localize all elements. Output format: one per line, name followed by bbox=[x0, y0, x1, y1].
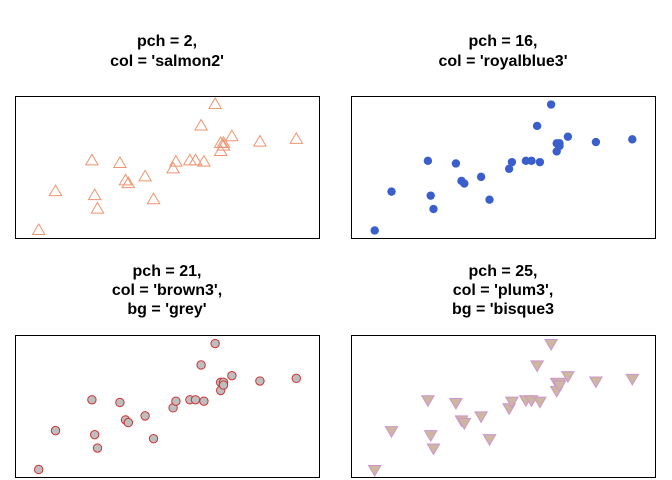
data-point bbox=[255, 376, 265, 386]
panel-3-title-line-1: pch = 21, bbox=[133, 263, 202, 280]
data-point bbox=[216, 138, 231, 151]
panel-4-plot-box bbox=[351, 335, 656, 478]
data-point bbox=[504, 396, 519, 409]
data-point bbox=[532, 121, 542, 131]
data-point bbox=[474, 411, 489, 424]
data-point bbox=[148, 433, 159, 444]
data-point bbox=[210, 338, 220, 349]
data-point bbox=[625, 373, 640, 386]
panel-2-title-line-2: col = 'royalblue3' bbox=[439, 53, 568, 70]
panel-1-title-line-2: col = 'salmon2' bbox=[110, 53, 224, 70]
data-point bbox=[485, 195, 494, 204]
data-point bbox=[168, 154, 183, 167]
data-point bbox=[90, 429, 100, 440]
data-point bbox=[92, 443, 103, 453]
data-point bbox=[84, 153, 99, 166]
data-point bbox=[420, 395, 435, 408]
data-point bbox=[448, 397, 463, 410]
data-point bbox=[115, 397, 125, 408]
data-point bbox=[140, 411, 150, 421]
panel-1-title-line-1: pch = 2, bbox=[137, 33, 197, 50]
panel-4: pch = 25, col = 'plum3', bg = 'bisque3 bbox=[351, 263, 656, 478]
data-point bbox=[291, 373, 301, 384]
panel-4-points bbox=[367, 338, 640, 477]
data-point bbox=[118, 173, 133, 186]
panel-4-title-line-2: col = 'plum3', bbox=[453, 282, 554, 299]
data-point bbox=[370, 226, 379, 235]
panel-1: pch = 2, col = 'salmon2' bbox=[15, 33, 320, 239]
data-point bbox=[451, 159, 461, 168]
data-point bbox=[87, 395, 97, 405]
data-point bbox=[527, 156, 536, 165]
data-point bbox=[460, 179, 469, 188]
data-point bbox=[121, 176, 136, 189]
data-point bbox=[530, 360, 545, 373]
panel-3-title-line-3: bg = 'grey' bbox=[127, 301, 206, 318]
data-point bbox=[544, 338, 559, 352]
data-point bbox=[384, 426, 399, 439]
data-point bbox=[591, 137, 601, 147]
data-point bbox=[208, 97, 223, 110]
data-point bbox=[423, 430, 438, 443]
panel-3-plot-box bbox=[15, 335, 320, 478]
data-point bbox=[188, 153, 203, 166]
data-point bbox=[194, 118, 209, 131]
panel-4-title-line-3: bg = 'bisque3 bbox=[452, 301, 554, 318]
data-point bbox=[387, 187, 396, 196]
data-point bbox=[563, 132, 573, 141]
data-point bbox=[123, 417, 134, 428]
data-point bbox=[426, 443, 441, 456]
data-point bbox=[457, 418, 472, 431]
data-point bbox=[190, 395, 201, 405]
data-point bbox=[171, 396, 181, 406]
data-point bbox=[196, 154, 211, 167]
data-point bbox=[423, 156, 433, 165]
data-point bbox=[552, 380, 567, 393]
data-point bbox=[507, 157, 517, 167]
data-point bbox=[532, 396, 547, 409]
data-point bbox=[166, 161, 181, 174]
data-point bbox=[48, 184, 63, 197]
data-point bbox=[504, 164, 514, 174]
data-point bbox=[216, 135, 231, 148]
data-point bbox=[560, 371, 575, 384]
data-point bbox=[289, 131, 304, 144]
data-point bbox=[482, 434, 497, 447]
panel-2: pch = 16, col = 'royalblue3' bbox=[351, 33, 656, 239]
data-point bbox=[535, 157, 545, 167]
data-point bbox=[218, 380, 229, 390]
panel-3-points bbox=[34, 338, 301, 475]
panel-4-title-line-1: pch = 25, bbox=[469, 263, 538, 280]
data-point bbox=[34, 464, 44, 475]
panel-1-points bbox=[31, 97, 304, 236]
panel-3: pch = 21, col = 'brown3', bg = 'grey' bbox=[15, 263, 320, 478]
data-point bbox=[628, 135, 637, 144]
data-point bbox=[146, 192, 161, 205]
data-point bbox=[588, 376, 603, 389]
panel-3-title-line-2: col = 'brown3', bbox=[112, 282, 222, 299]
data-point bbox=[31, 222, 46, 236]
panel-1-plot-box bbox=[15, 96, 320, 239]
data-point bbox=[429, 204, 438, 214]
data-point bbox=[50, 425, 61, 436]
data-point bbox=[227, 370, 237, 381]
data-point bbox=[476, 172, 486, 182]
data-point bbox=[138, 169, 153, 182]
data-point bbox=[87, 188, 102, 201]
data-point bbox=[224, 129, 239, 142]
data-point bbox=[199, 396, 209, 406]
data-point bbox=[196, 360, 206, 370]
data-point bbox=[252, 134, 267, 147]
data-point bbox=[426, 191, 435, 200]
data-point bbox=[90, 201, 105, 214]
data-point bbox=[546, 100, 556, 109]
panel-2-points bbox=[370, 100, 637, 235]
data-point bbox=[112, 155, 127, 169]
panel-2-plot-box bbox=[351, 96, 656, 239]
panel-2-title-line-1: pch = 16, bbox=[469, 33, 538, 50]
data-point bbox=[367, 464, 382, 477]
data-point bbox=[555, 141, 564, 151]
